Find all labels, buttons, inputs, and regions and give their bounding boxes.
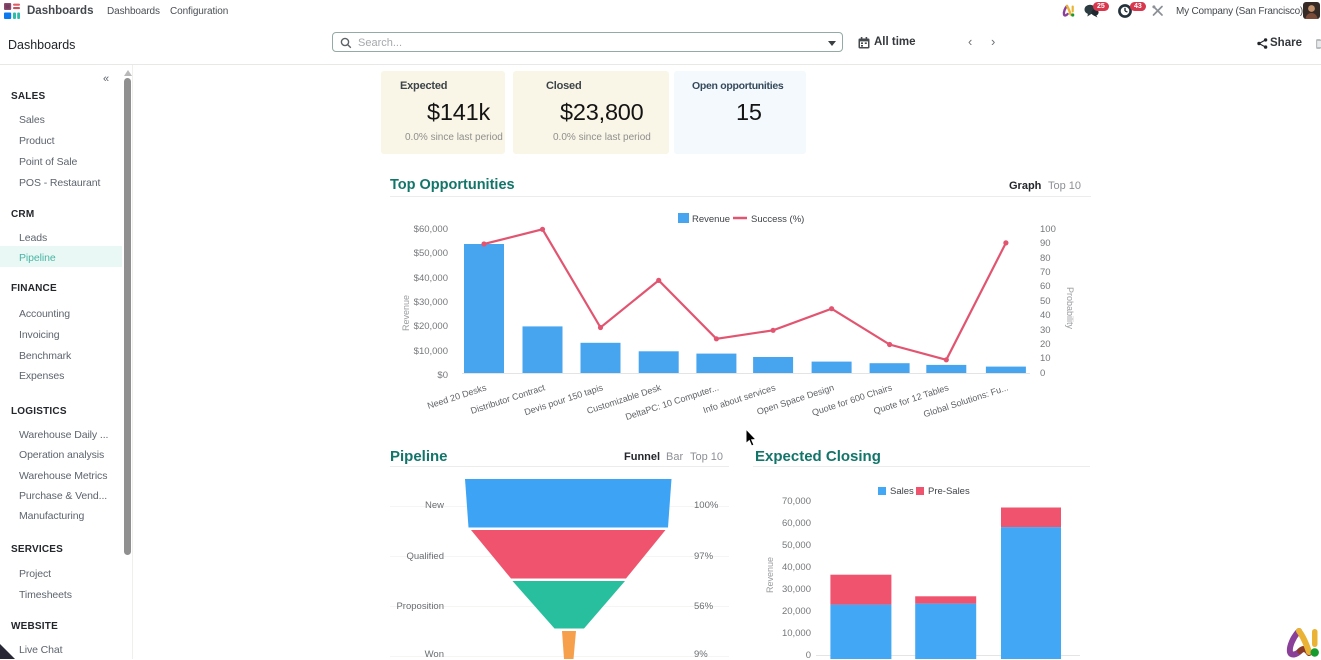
svg-text:40: 40 [1040,310,1051,321]
svg-text:10,000: 10,000 [782,628,811,639]
svg-text:70: 70 [1040,267,1051,278]
svg-text:50,000: 50,000 [782,540,811,551]
svg-text:Revenue: Revenue [692,214,730,225]
svg-text:0: 0 [1040,368,1045,379]
svg-text:10: 10 [1040,353,1051,364]
svg-text:$30,000: $30,000 [414,297,448,308]
svg-text:20,000: 20,000 [782,606,811,617]
svg-text:$40,000: $40,000 [414,273,448,284]
svg-text:80: 80 [1040,253,1051,264]
svg-text:$10,000: $10,000 [414,346,448,357]
svg-text:Probability: Probability [1065,287,1075,330]
svg-text:50: 50 [1040,296,1051,307]
svg-text:20: 20 [1040,339,1051,350]
svg-text:$0: $0 [437,370,448,381]
svg-text:Revenue: Revenue [401,295,411,331]
svg-text:$60,000: $60,000 [414,224,448,235]
svg-text:Sales: Sales [890,486,914,497]
svg-text:70,000: 70,000 [782,496,811,507]
svg-text:100: 100 [1040,224,1056,235]
svg-text:Success (%): Success (%) [751,214,804,225]
svg-text:40,000: 40,000 [782,562,811,573]
svg-text:$50,000: $50,000 [414,248,448,259]
svg-text:30,000: 30,000 [782,584,811,595]
svg-text:$20,000: $20,000 [414,321,448,332]
svg-text:Pre-Sales: Pre-Sales [928,486,970,497]
svg-text:60: 60 [1040,281,1051,292]
svg-text:90: 90 [1040,238,1051,249]
svg-text:Revenue: Revenue [765,557,775,593]
svg-text:60,000: 60,000 [782,518,811,529]
svg-text:30: 30 [1040,325,1051,336]
svg-text:0: 0 [806,650,811,659]
